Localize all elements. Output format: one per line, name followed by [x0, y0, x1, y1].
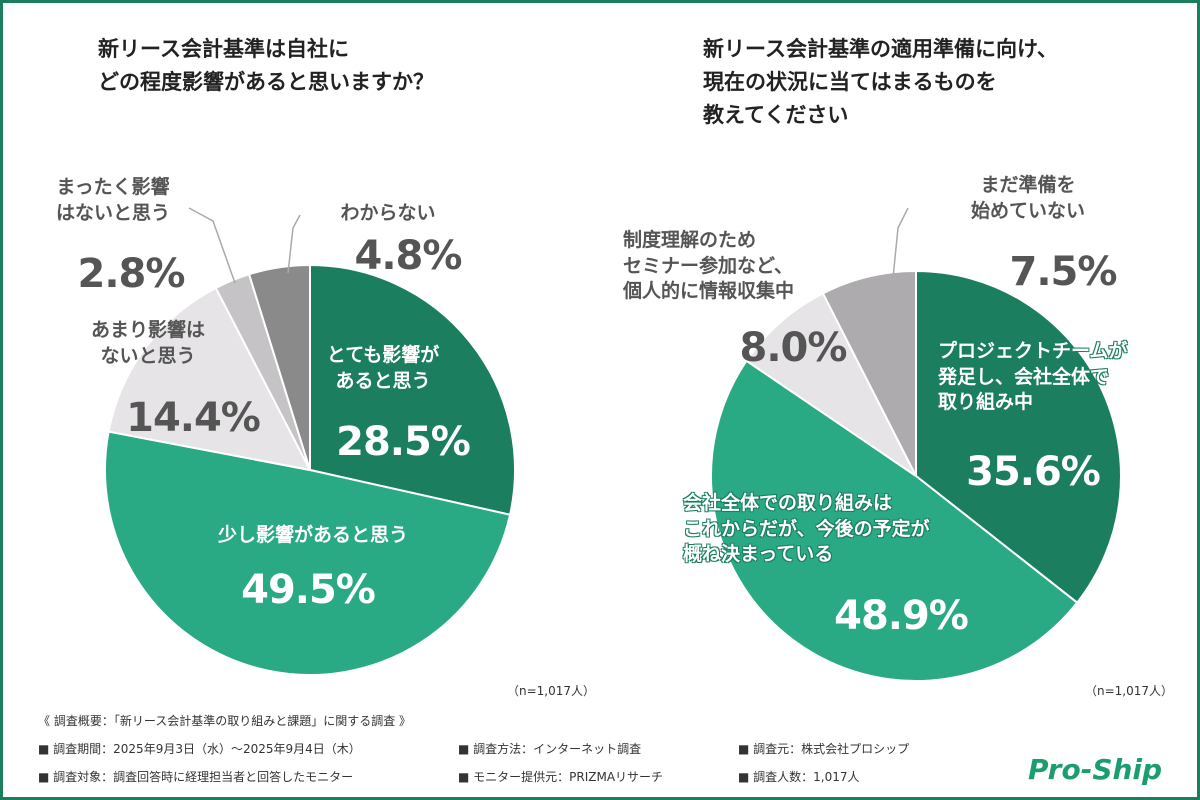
charts [104, 207, 1122, 682]
leader-line [188, 207, 236, 284]
survey-heading: 《 調査概要：「新リース会計基準の取り組みと課題」に関する調査 》 [38, 714, 412, 728]
leader-line [892, 207, 909, 279]
slice-label: プロジェクトチームが 発足し、会社全体で 取り組み中 [938, 340, 1128, 414]
slice-value: 35.6% [966, 449, 1101, 495]
leader-line [287, 214, 301, 274]
chart-title: 新リース会計基準は自社に [98, 37, 349, 61]
slice-label: あまり影響は ないと思う [90, 319, 206, 367]
slice-value: 14.4% [126, 395, 261, 441]
pie-slice [104, 430, 512, 676]
slice-label: とても影響が あると思う [326, 344, 440, 392]
slice-value: 2.8% [77, 251, 186, 297]
slice-value: 8.0% [739, 325, 848, 371]
survey-item: ■ モニター提供元：PRIZMAリサーチ [458, 770, 664, 784]
slice-label: 制度理解のため セミナー参加など、 個人的に情報収集中 [623, 229, 795, 303]
pie-slice [821, 269, 917, 477]
sample-note: （n=1,017人） [506, 684, 595, 698]
pie-slice [309, 263, 516, 516]
slice-label: わからない [340, 202, 436, 224]
slice-value: 49.5% [241, 567, 376, 613]
slice-label: まったく影響 はないと思う [55, 176, 171, 224]
slice-value: 48.9% [834, 593, 969, 639]
slice-value: 28.5% [336, 419, 471, 465]
slice-label: 会社全体での取り組みは これからだが、今後の予定が 概ね決まっている [683, 492, 930, 566]
chart-title: どの程度影響があると思いますか？ [98, 70, 434, 94]
sample-note: （n=1,017人） [1084, 684, 1173, 698]
pie-slice [107, 286, 312, 472]
slice-value: 7.5% [1009, 249, 1118, 295]
survey-item: ■ 調査対象：調査回答時に経理担当者と回答したモニター [38, 770, 354, 784]
survey-item: ■ 調査方法：インターネット調査 [458, 742, 642, 756]
survey-item: ■ 調査人数：1,017人 [738, 770, 860, 784]
slice-label: 少し影響があると思う [217, 524, 409, 546]
slice-label: まだ準備を 始めていない [970, 174, 1086, 222]
chart-title: 新リース会計基準の適用準備に向け、 [703, 37, 1058, 61]
pie-slice [710, 359, 1079, 682]
pie-slice [915, 269, 1122, 605]
survey-item: ■ 調査期間：2025年9月3日（水）～2025年9月4日（木） [38, 742, 361, 756]
chart-title: 現在の状況に当てはまるものを [703, 70, 997, 94]
logo: Pro-Ship [1028, 753, 1163, 786]
survey-item: ■ 調査元：株式会社プロシップ [738, 742, 910, 756]
slice-value: 4.8% [354, 233, 463, 279]
pie-slice [247, 263, 311, 471]
pie-slice [745, 291, 917, 477]
chart-title: 教えてください [703, 103, 849, 127]
